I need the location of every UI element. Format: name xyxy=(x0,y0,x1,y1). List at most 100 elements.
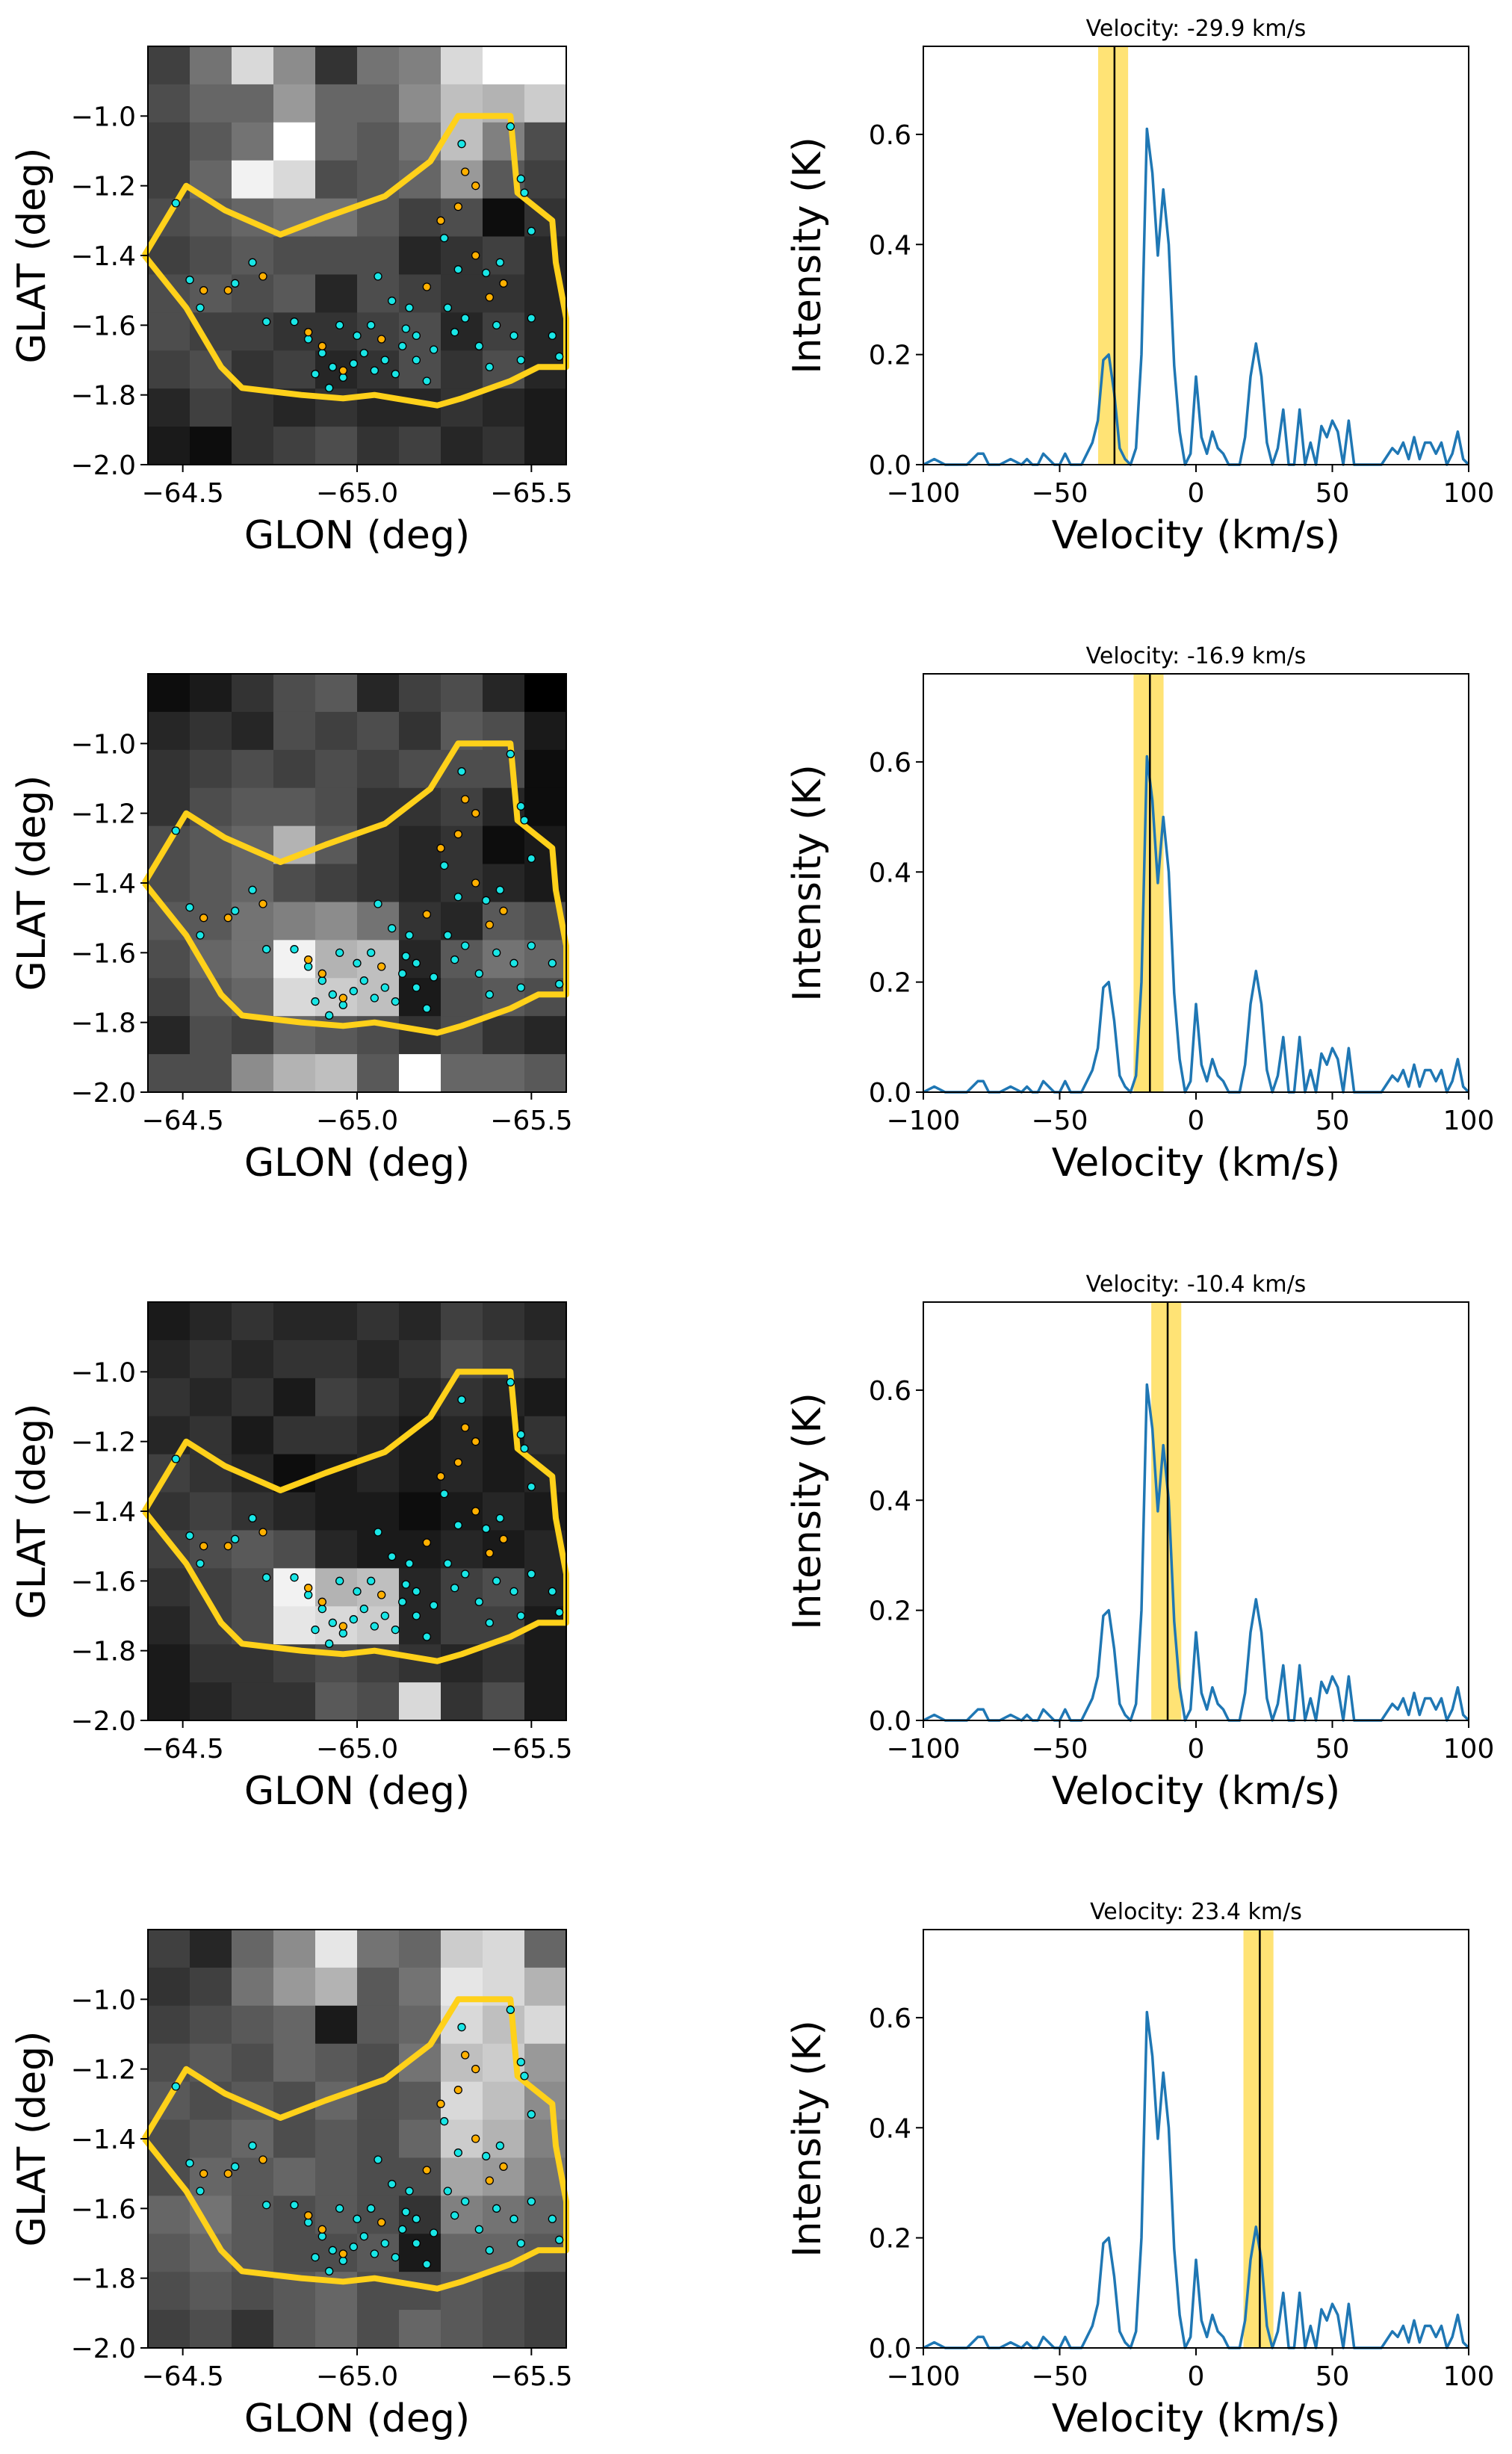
source-point-cyan xyxy=(401,1580,410,1589)
source-point-cyan xyxy=(370,1622,379,1631)
source-point-cyan xyxy=(422,1004,431,1013)
heatmap-cell xyxy=(273,1606,316,1645)
source-point-orange xyxy=(461,795,470,804)
source-point-cyan xyxy=(185,903,194,912)
source-point-orange xyxy=(461,1423,470,1432)
heatmap-cell xyxy=(232,864,274,903)
heatmap-cell xyxy=(357,1302,400,1341)
heatmap-cell xyxy=(315,1930,358,1968)
heatmap-cell xyxy=(357,274,400,313)
heatmap-cell xyxy=(483,2196,525,2234)
map-ylabel: GLAT (deg) xyxy=(10,775,55,991)
velocity-band xyxy=(1097,46,1129,465)
source-point-cyan xyxy=(290,317,299,326)
source-point-orange xyxy=(317,2225,326,2234)
source-point-cyan xyxy=(401,2207,410,2216)
heatmap-cell xyxy=(399,978,441,1017)
heatmap-cell xyxy=(399,864,441,903)
map-ytick-label: −1.0 xyxy=(71,102,136,132)
source-point-orange xyxy=(317,1597,326,1606)
source-point-cyan xyxy=(374,899,382,908)
heatmap-cell xyxy=(148,1339,190,1379)
heatmap-cell xyxy=(190,674,232,713)
spectrum-xtick-label: 0 xyxy=(1188,2361,1205,2392)
map-ytick-label: −1.6 xyxy=(71,2194,136,2225)
spectrum-panel-4: Velocity: 23.4 km/s 0.0 0.2 0.4 0.6 −100 −50 0 5… xyxy=(785,1899,1494,2441)
heatmap-cell xyxy=(399,1302,441,1341)
heatmap-cell xyxy=(524,1054,567,1093)
heatmap-cell xyxy=(148,1930,190,1968)
heatmap-cell xyxy=(148,350,190,389)
source-point-cyan xyxy=(185,1531,194,1540)
source-point-cyan xyxy=(370,994,379,1003)
heatmap-cell xyxy=(190,2005,232,2045)
source-point-cyan xyxy=(506,2005,515,2014)
heatmap-cell xyxy=(483,1930,525,1968)
heatmap-cell xyxy=(441,825,483,865)
source-point-cyan xyxy=(388,924,397,933)
heatmap-cell xyxy=(441,1606,483,1645)
heatmap-cell xyxy=(524,787,567,827)
heatmap-cell xyxy=(273,864,316,903)
source-point-orange xyxy=(223,286,232,295)
heatmap-cell xyxy=(483,1054,525,1093)
heatmap-cell xyxy=(441,2310,483,2349)
heatmap-cell xyxy=(524,1302,567,1341)
source-point-cyan xyxy=(196,931,205,940)
source-point-cyan xyxy=(338,1629,347,1637)
heatmap-cell xyxy=(357,236,400,276)
heatmap-cell xyxy=(357,1054,400,1093)
source-point-orange xyxy=(199,1542,208,1551)
heatmap-cell xyxy=(483,1568,525,1607)
source-point-cyan xyxy=(391,2253,400,2262)
source-point-cyan xyxy=(495,258,504,267)
spectrum-line xyxy=(923,755,1470,1094)
spectrum-panel-2: Velocity: -16.9 km/s 0.0 0.2 0.4 0.6 −100 −50 0… xyxy=(785,643,1494,1186)
source-point-cyan xyxy=(231,906,240,915)
source-point-cyan xyxy=(440,234,449,243)
map-ytick-label: −1.2 xyxy=(71,2055,136,2086)
source-point-cyan xyxy=(405,1559,414,1568)
spectrum-xtick-label: 100 xyxy=(1443,1106,1495,1136)
heatmap-cell xyxy=(399,1967,441,2007)
heatmap-cell xyxy=(273,274,316,313)
map-xlabel: GLON (deg) xyxy=(244,1769,470,1814)
heatmap-cell xyxy=(232,674,274,713)
source-point-cyan xyxy=(380,2239,389,2248)
source-point-orange xyxy=(304,328,313,337)
heatmap-cell xyxy=(273,350,316,389)
source-point-orange xyxy=(377,2218,386,2227)
source-point-cyan xyxy=(516,2239,525,2248)
heatmap-cell xyxy=(399,236,441,276)
heatmap-cell xyxy=(524,1644,567,1683)
heatmap-cell xyxy=(232,84,274,123)
heatmap-cell xyxy=(357,2119,400,2159)
spectrum-frame xyxy=(923,46,1469,465)
heatmap-cell xyxy=(315,749,358,789)
source-point-orange xyxy=(436,216,445,225)
source-point-cyan xyxy=(461,941,470,950)
source-point-cyan xyxy=(422,377,431,385)
map-ytick-label: −1.6 xyxy=(71,311,136,341)
source-point-cyan xyxy=(450,328,459,337)
source-point-cyan xyxy=(412,2214,421,2223)
spectrum-xtick-label: −50 xyxy=(1032,2361,1088,2392)
heatmap-cell xyxy=(273,1054,316,1093)
source-point-cyan xyxy=(516,356,525,365)
source-point-cyan xyxy=(398,341,407,350)
heatmap-cell xyxy=(148,122,190,161)
heatmap-cell xyxy=(232,787,274,827)
heatmap-cell xyxy=(148,978,190,1017)
heatmap-cell xyxy=(483,1454,525,1493)
source-point-orange xyxy=(338,366,347,375)
spectrum-xtick-label: −100 xyxy=(887,478,961,509)
source-point-orange xyxy=(471,1507,480,1516)
heatmap-cell xyxy=(357,902,400,941)
source-point-cyan xyxy=(482,896,491,905)
source-point-cyan xyxy=(401,324,410,333)
source-point-cyan xyxy=(443,1559,452,1568)
map-ytick-label: −1.8 xyxy=(71,381,136,412)
source-point-cyan xyxy=(304,2218,313,2227)
source-point-cyan xyxy=(492,2204,501,2213)
source-point-cyan xyxy=(457,140,466,149)
